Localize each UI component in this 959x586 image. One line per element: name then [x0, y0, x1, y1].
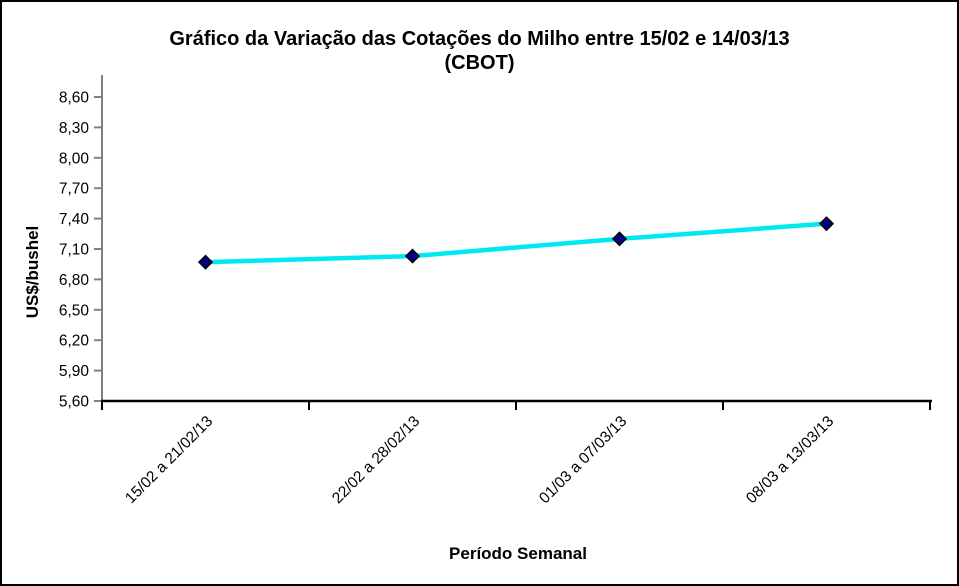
y-tick-label: 7,10 [59, 242, 90, 259]
data-point-marker [611, 231, 628, 247]
y-tick-label: 6,20 [59, 333, 90, 350]
series-line [203, 221, 829, 265]
data-point-marker [197, 254, 214, 270]
x-category-label: 01/03 a 07/03/13 [536, 413, 630, 507]
y-tick-label: 7,40 [59, 211, 90, 228]
chart-title-line2: (CBOT) [444, 52, 515, 74]
x-category-label: 15/02 a 21/02/13 [122, 413, 216, 507]
y-tick-label: 8,60 [59, 90, 90, 107]
chart-title-line1: Gráfico da Variação das Cotações do Milh… [169, 28, 790, 50]
y-tick-label: 8,30 [59, 120, 90, 137]
x-category-label: 22/02 a 28/02/13 [329, 413, 423, 507]
y-tick-label: 7,70 [59, 181, 90, 198]
data-point-marker [818, 216, 835, 232]
y-tick-label: 6,50 [59, 302, 90, 319]
y-tick-label: 6,80 [59, 272, 90, 289]
chart-title: Gráfico da Variação das Cotações do Milh… [2, 27, 957, 75]
data-point-marker [404, 248, 421, 264]
y-tick-label: 8,00 [59, 150, 90, 167]
y-tick-label: 5,60 [59, 394, 90, 411]
x-category-label: 08/03 a 13/03/13 [743, 413, 837, 507]
y-tick-label: 5,90 [59, 363, 90, 380]
x-axis-title: Período Semanal [449, 544, 587, 563]
y-axis-title: US$/bushel [23, 225, 42, 319]
